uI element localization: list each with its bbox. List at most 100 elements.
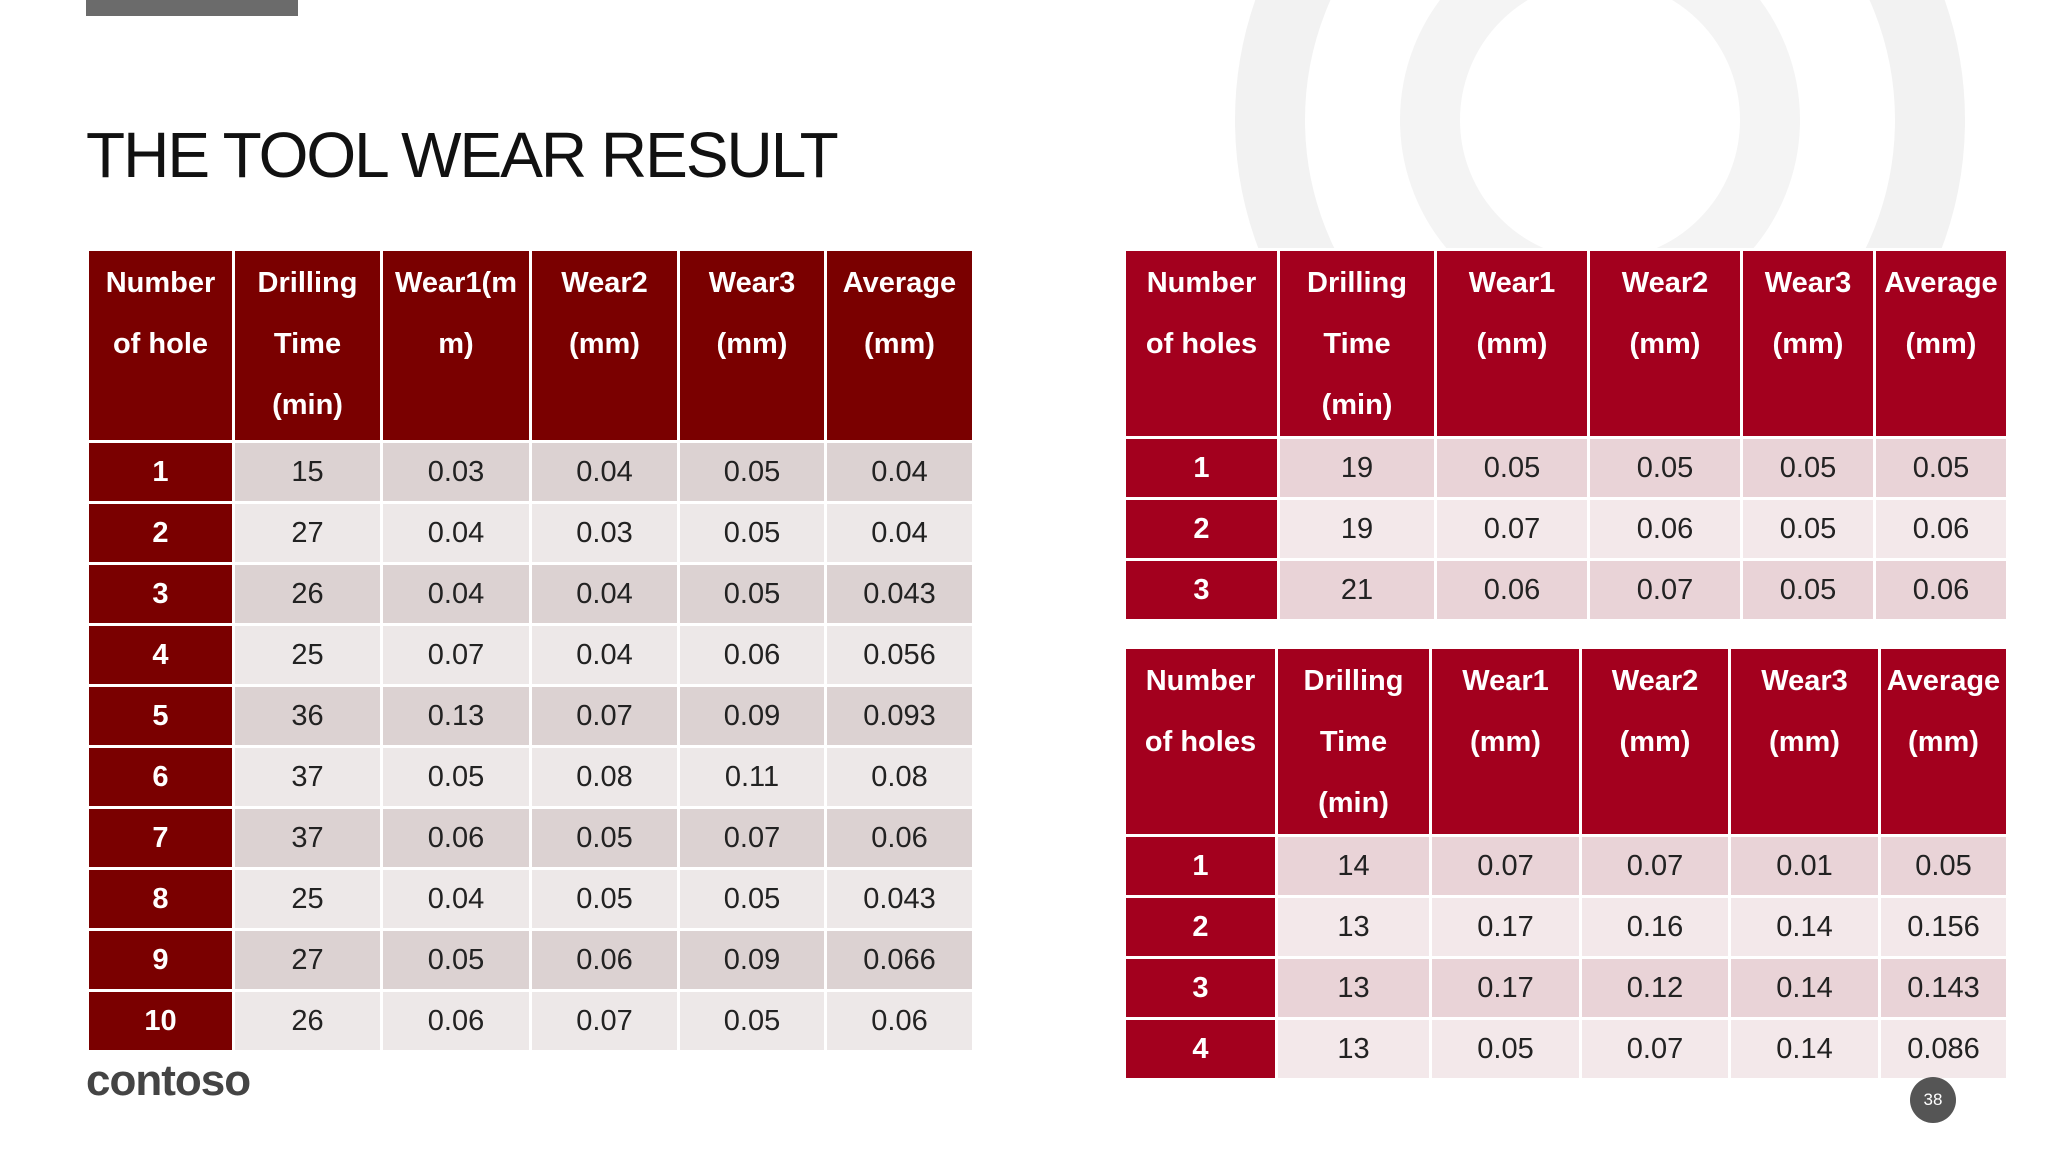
table-cell: 0.04 <box>380 501 532 565</box>
table-cell: 0.086 <box>1878 1017 2009 1081</box>
table-cell: 0.05 <box>380 745 532 809</box>
column-header: Wear3 (mm) <box>1728 646 1881 837</box>
table-cell: 0.08 <box>529 745 680 809</box>
table-cell: 0.06 <box>380 806 532 870</box>
column-header: Average (mm) <box>1878 646 2009 837</box>
table-cell: 0.043 <box>824 562 975 626</box>
column-header: Drilling Time (min) <box>1275 646 1432 837</box>
table-cell: 15 <box>232 440 383 504</box>
table-cell: 0.05 <box>677 440 827 504</box>
row-header: 3 <box>86 562 235 626</box>
table-cell: 0.09 <box>677 928 827 992</box>
column-header: Wear1(mm) <box>380 248 532 443</box>
table-cell: 0.14 <box>1728 895 1881 959</box>
table-row: 3 26 0.04 0.04 0.05 0.043 <box>86 562 975 626</box>
row-header: 1 <box>1123 436 1280 500</box>
table-cell: 0.05 <box>380 928 532 992</box>
header-row: Number of holes Drilling Time (min) Wear1 … <box>1123 248 2009 439</box>
column-header: Number of holes <box>1123 248 1280 439</box>
table-cell: 19 <box>1277 497 1437 561</box>
table-cell: 0.06 <box>1873 558 2009 622</box>
table-row: 7 37 0.06 0.05 0.07 0.06 <box>86 806 975 870</box>
table-cell: 25 <box>232 867 383 931</box>
table-row: 10 26 0.06 0.07 0.05 0.06 <box>86 989 975 1053</box>
table-row: 4 25 0.07 0.04 0.06 0.056 <box>86 623 975 687</box>
table-cell: 27 <box>232 928 383 992</box>
column-header: Wear2 (mm) <box>529 248 680 443</box>
row-header: 2 <box>86 501 235 565</box>
row-header: 8 <box>86 867 235 931</box>
table-cell: 0.07 <box>1579 834 1731 898</box>
row-header: 4 <box>86 623 235 687</box>
data-table: Number of holes Drilling Time (min) Wear1 … <box>1123 646 2009 1081</box>
table-cell: 0.16 <box>1579 895 1731 959</box>
table-cell: 21 <box>1277 558 1437 622</box>
table-cell: 0.056 <box>824 623 975 687</box>
slide-title: THE TOOL WEAR RESULT <box>86 119 839 191</box>
table-cell: 0.01 <box>1728 834 1881 898</box>
table-cell: 0.04 <box>824 440 975 504</box>
table-cell: 0.05 <box>1878 834 2009 898</box>
table-row: 3 21 0.06 0.07 0.05 0.06 <box>1123 558 2009 622</box>
table-cell: 37 <box>232 745 383 809</box>
table-row: 2 19 0.07 0.06 0.05 0.06 <box>1123 497 2009 561</box>
column-header: Wear2 (mm) <box>1587 248 1743 439</box>
table-cell: 0.05 <box>1429 1017 1582 1081</box>
column-header: Average (mm) <box>1873 248 2009 439</box>
table-cell: 0.06 <box>529 928 680 992</box>
table-cell: 0.08 <box>824 745 975 809</box>
table-cell: 37 <box>232 806 383 870</box>
data-table: Number of hole Drilling Time (min) Wear1(m… <box>86 248 975 1053</box>
column-header: Wear1 (mm) <box>1434 248 1590 439</box>
table-cell: 0.14 <box>1728 956 1881 1020</box>
table-cell: 0.05 <box>1740 558 1876 622</box>
table-cell: 0.05 <box>1587 436 1743 500</box>
column-header: Wear2 (mm) <box>1579 646 1731 837</box>
row-header: 6 <box>86 745 235 809</box>
table-row: 9 27 0.05 0.06 0.09 0.066 <box>86 928 975 992</box>
table-row: 2 27 0.04 0.03 0.05 0.04 <box>86 501 975 565</box>
header-row: Number of hole Drilling Time (min) Wear1(m… <box>86 248 975 443</box>
table-cell: 19 <box>1277 436 1437 500</box>
row-header: 3 <box>1123 558 1280 622</box>
table-cell: 0.093 <box>824 684 975 748</box>
table-cell: 0.17 <box>1429 895 1582 959</box>
table-cell: 0.04 <box>529 440 680 504</box>
table-cell: 13 <box>1275 956 1432 1020</box>
table-cell: 0.07 <box>380 623 532 687</box>
table-cell: 0.11 <box>677 745 827 809</box>
table-row: 8 25 0.04 0.05 0.05 0.043 <box>86 867 975 931</box>
table-cell: 0.06 <box>1434 558 1590 622</box>
row-header: 2 <box>1123 497 1280 561</box>
table-cell: 25 <box>232 623 383 687</box>
row-header: 9 <box>86 928 235 992</box>
table-cell: 0.05 <box>677 867 827 931</box>
table-cell: 0.04 <box>380 867 532 931</box>
table-cell: 0.05 <box>1873 436 2009 500</box>
row-header: 3 <box>1123 956 1278 1020</box>
table-row: 3 13 0.17 0.12 0.14 0.143 <box>1123 956 2009 1020</box>
table-row: 6 37 0.05 0.08 0.11 0.08 <box>86 745 975 809</box>
column-header: Wear3 (mm) <box>1740 248 1876 439</box>
table-cell: 0.07 <box>1579 1017 1731 1081</box>
table-cell: 0.07 <box>529 684 680 748</box>
table-cell: 0.03 <box>529 501 680 565</box>
column-header: Average (mm) <box>824 248 975 443</box>
table-cell: 0.05 <box>1434 436 1590 500</box>
table-cell: 0.043 <box>824 867 975 931</box>
table-cell: 0.05 <box>529 806 680 870</box>
table-cell: 0.06 <box>380 989 532 1053</box>
slide-number: 38 <box>1910 1077 1956 1123</box>
table-cell: 0.07 <box>1434 497 1590 561</box>
table-cell: 0.04 <box>824 501 975 565</box>
row-header: 1 <box>1123 834 1278 898</box>
table-cell: 0.143 <box>1878 956 2009 1020</box>
table-cell: 13 <box>1275 895 1432 959</box>
table-cell: 27 <box>232 501 383 565</box>
table-cell: 0.066 <box>824 928 975 992</box>
column-header: Wear1 (mm) <box>1429 646 1582 837</box>
table-row: 1 19 0.05 0.05 0.05 0.05 <box>1123 436 2009 500</box>
logo: contoso <box>86 1056 251 1105</box>
table-cell: 0.05 <box>677 501 827 565</box>
